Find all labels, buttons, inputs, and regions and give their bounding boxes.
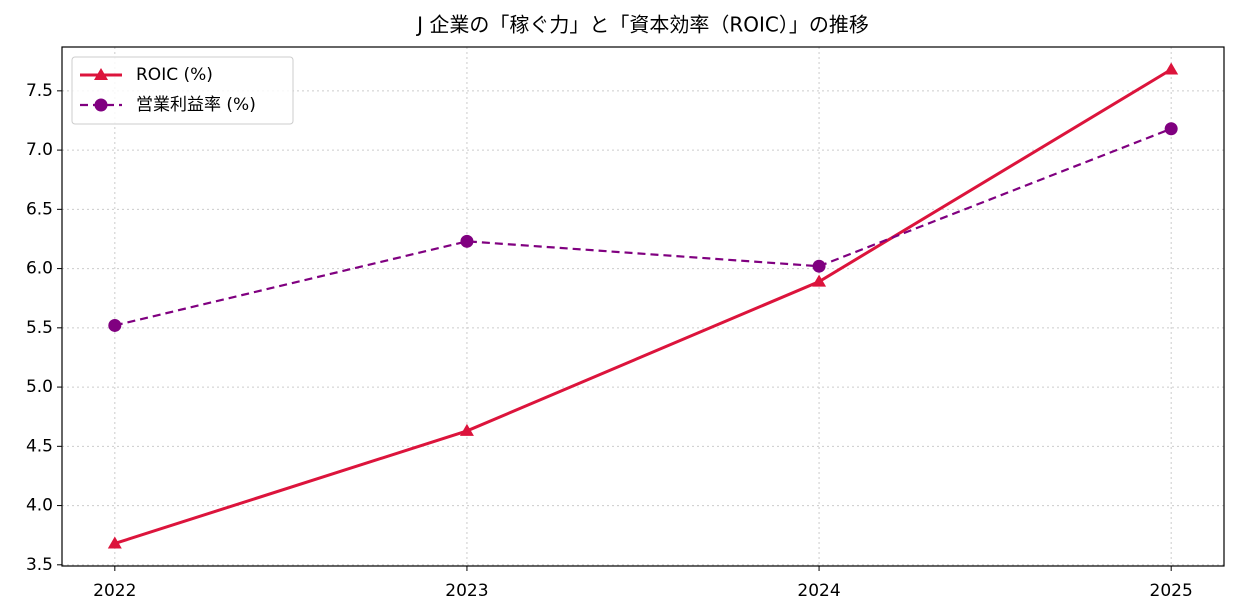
y-tick-label: 3.5 xyxy=(26,555,53,575)
x-tick-label: 2025 xyxy=(1150,581,1193,601)
y-tick-label: 6.5 xyxy=(26,199,53,219)
marker xyxy=(812,274,827,287)
marker xyxy=(1164,122,1178,136)
marker xyxy=(459,423,474,436)
x-tick-label: 2022 xyxy=(93,581,136,601)
legend-box xyxy=(71,56,294,125)
legend-label: ROIC (%) xyxy=(136,65,213,85)
y-tick-label: 7.0 xyxy=(26,140,53,160)
y-tick-label: 5.0 xyxy=(26,377,53,397)
y-tick-label: 5.5 xyxy=(26,318,53,338)
x-tick-label: 2023 xyxy=(445,581,488,601)
marker xyxy=(108,318,122,332)
y-tick-label: 4.5 xyxy=(26,436,53,456)
y-tick-label: 6.0 xyxy=(26,259,53,279)
chart-title: J 企業の「稼ぐ力」と「資本効率（ROIC）」の推移 xyxy=(415,13,869,37)
marker xyxy=(107,536,122,549)
marker xyxy=(812,259,826,273)
y-tick-label: 7.5 xyxy=(26,81,53,101)
plot-frame xyxy=(61,46,1225,567)
series-line xyxy=(114,127,1172,327)
legend-label: 営業利益率 (%) xyxy=(136,95,256,115)
x-tick-label: 2024 xyxy=(797,581,840,601)
y-tick-label: 4.0 xyxy=(26,496,53,516)
marker xyxy=(460,234,474,248)
marker xyxy=(1164,62,1179,75)
legend-marker xyxy=(94,68,108,80)
legend-marker xyxy=(94,98,108,112)
series-line xyxy=(114,68,1172,545)
